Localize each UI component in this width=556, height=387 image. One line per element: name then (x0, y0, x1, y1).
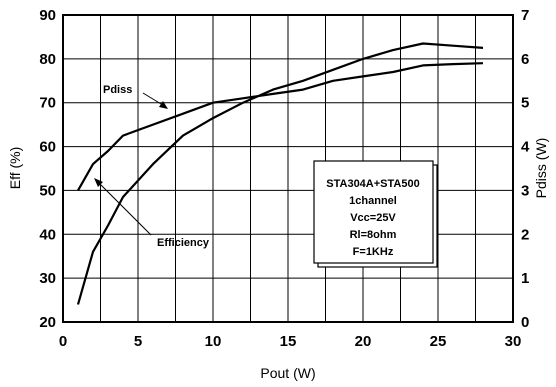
x-tick-label: 5 (134, 333, 142, 350)
efficiency-arrowhead (94, 178, 103, 187)
y-right-tick-label: 1 (521, 270, 529, 287)
legend-line-channel: 1channel (349, 195, 397, 207)
y-left-tick-label: 20 (39, 314, 56, 331)
y-right-tick-label: 6 (521, 51, 529, 68)
x-tick-label: 20 (355, 333, 372, 350)
legend-box: STA304A+STA500 1channel Vcc=25V Rl=8ohm … (313, 160, 438, 268)
x-tick-label: 10 (205, 333, 222, 350)
y-left-tick-label: 80 (39, 51, 56, 68)
y-right-tick-label: 0 (521, 314, 529, 331)
y-left-tick-label: 30 (39, 270, 56, 287)
legend-line-vcc: Vcc=25V (350, 212, 396, 224)
y-right-tick-label: 4 (521, 139, 530, 156)
y-right-axis-title: Pdiss (W) (533, 138, 549, 199)
efficiency-arrow (95, 179, 152, 236)
y-left-tick-label: 90 (39, 7, 56, 24)
y-left-tick-label: 70 (39, 95, 56, 112)
y-left-tick-label: 50 (39, 182, 56, 199)
series-line-efficiency (76, 42, 484, 305)
grid (62, 14, 514, 323)
efficiency-annotation: Efficiency (157, 237, 210, 249)
x-tick-label: 30 (505, 333, 522, 350)
x-axis-title: Pout (W) (260, 365, 315, 381)
x-tick-label: 0 (59, 333, 67, 350)
legend-line-freq: F=1KHz (353, 246, 394, 258)
legend-line-load: Rl=8ohm (350, 229, 397, 241)
y-left-axis-title: Eff (%) (7, 147, 23, 190)
tick-labels: 0 5 10 15 20 25 30 20 30 40 50 60 70 80 90 0 1 2 3 4 5 6 7 (39, 7, 530, 350)
legend-line-model: STA304A+STA500 (326, 178, 419, 190)
pdiss-arrowhead (159, 101, 168, 109)
y-left-tick-label: 60 (39, 139, 56, 156)
y-right-tick-label: 3 (521, 182, 529, 199)
x-tick-label: 25 (430, 333, 447, 350)
x-tick-label: 15 (280, 333, 297, 350)
y-right-tick-label: 7 (521, 7, 529, 24)
plot-frame (62, 14, 514, 323)
pdiss-annotation: Pdiss (103, 84, 132, 96)
series-lines (76, 42, 484, 305)
y-right-tick-label: 2 (521, 226, 529, 243)
y-right-tick-label: 5 (521, 95, 529, 112)
y-left-tick-label: 40 (39, 226, 56, 243)
